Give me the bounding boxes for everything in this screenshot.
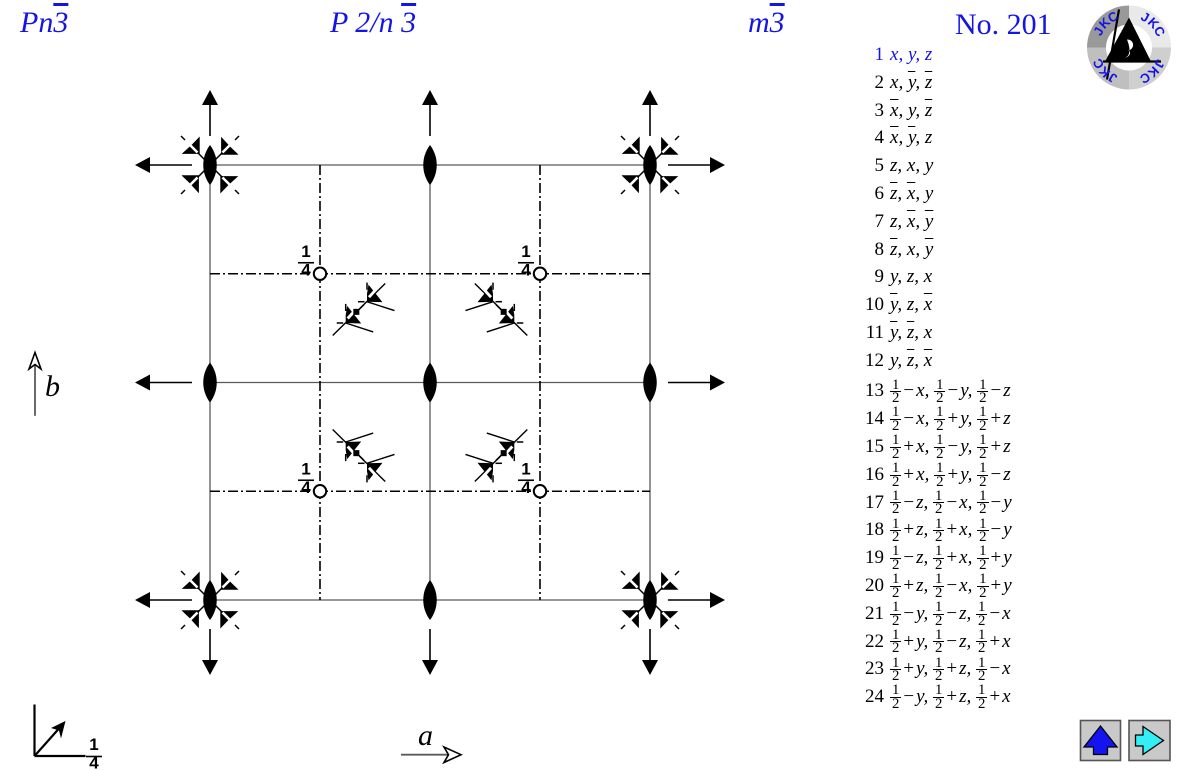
svg-text:4: 4 bbox=[521, 478, 531, 497]
svg-text:a: a bbox=[418, 719, 433, 752]
svg-text:4: 4 bbox=[521, 260, 531, 279]
svg-text:4: 4 bbox=[301, 478, 311, 497]
svg-text:1: 1 bbox=[89, 735, 98, 754]
svg-text:4: 4 bbox=[301, 260, 311, 279]
svg-text:1: 1 bbox=[301, 459, 310, 478]
svg-text:1: 1 bbox=[521, 459, 530, 478]
svg-text:4: 4 bbox=[89, 754, 99, 770]
svg-text:1: 1 bbox=[521, 242, 530, 261]
svg-text:b: b bbox=[45, 370, 60, 403]
svg-text:1: 1 bbox=[301, 242, 310, 261]
